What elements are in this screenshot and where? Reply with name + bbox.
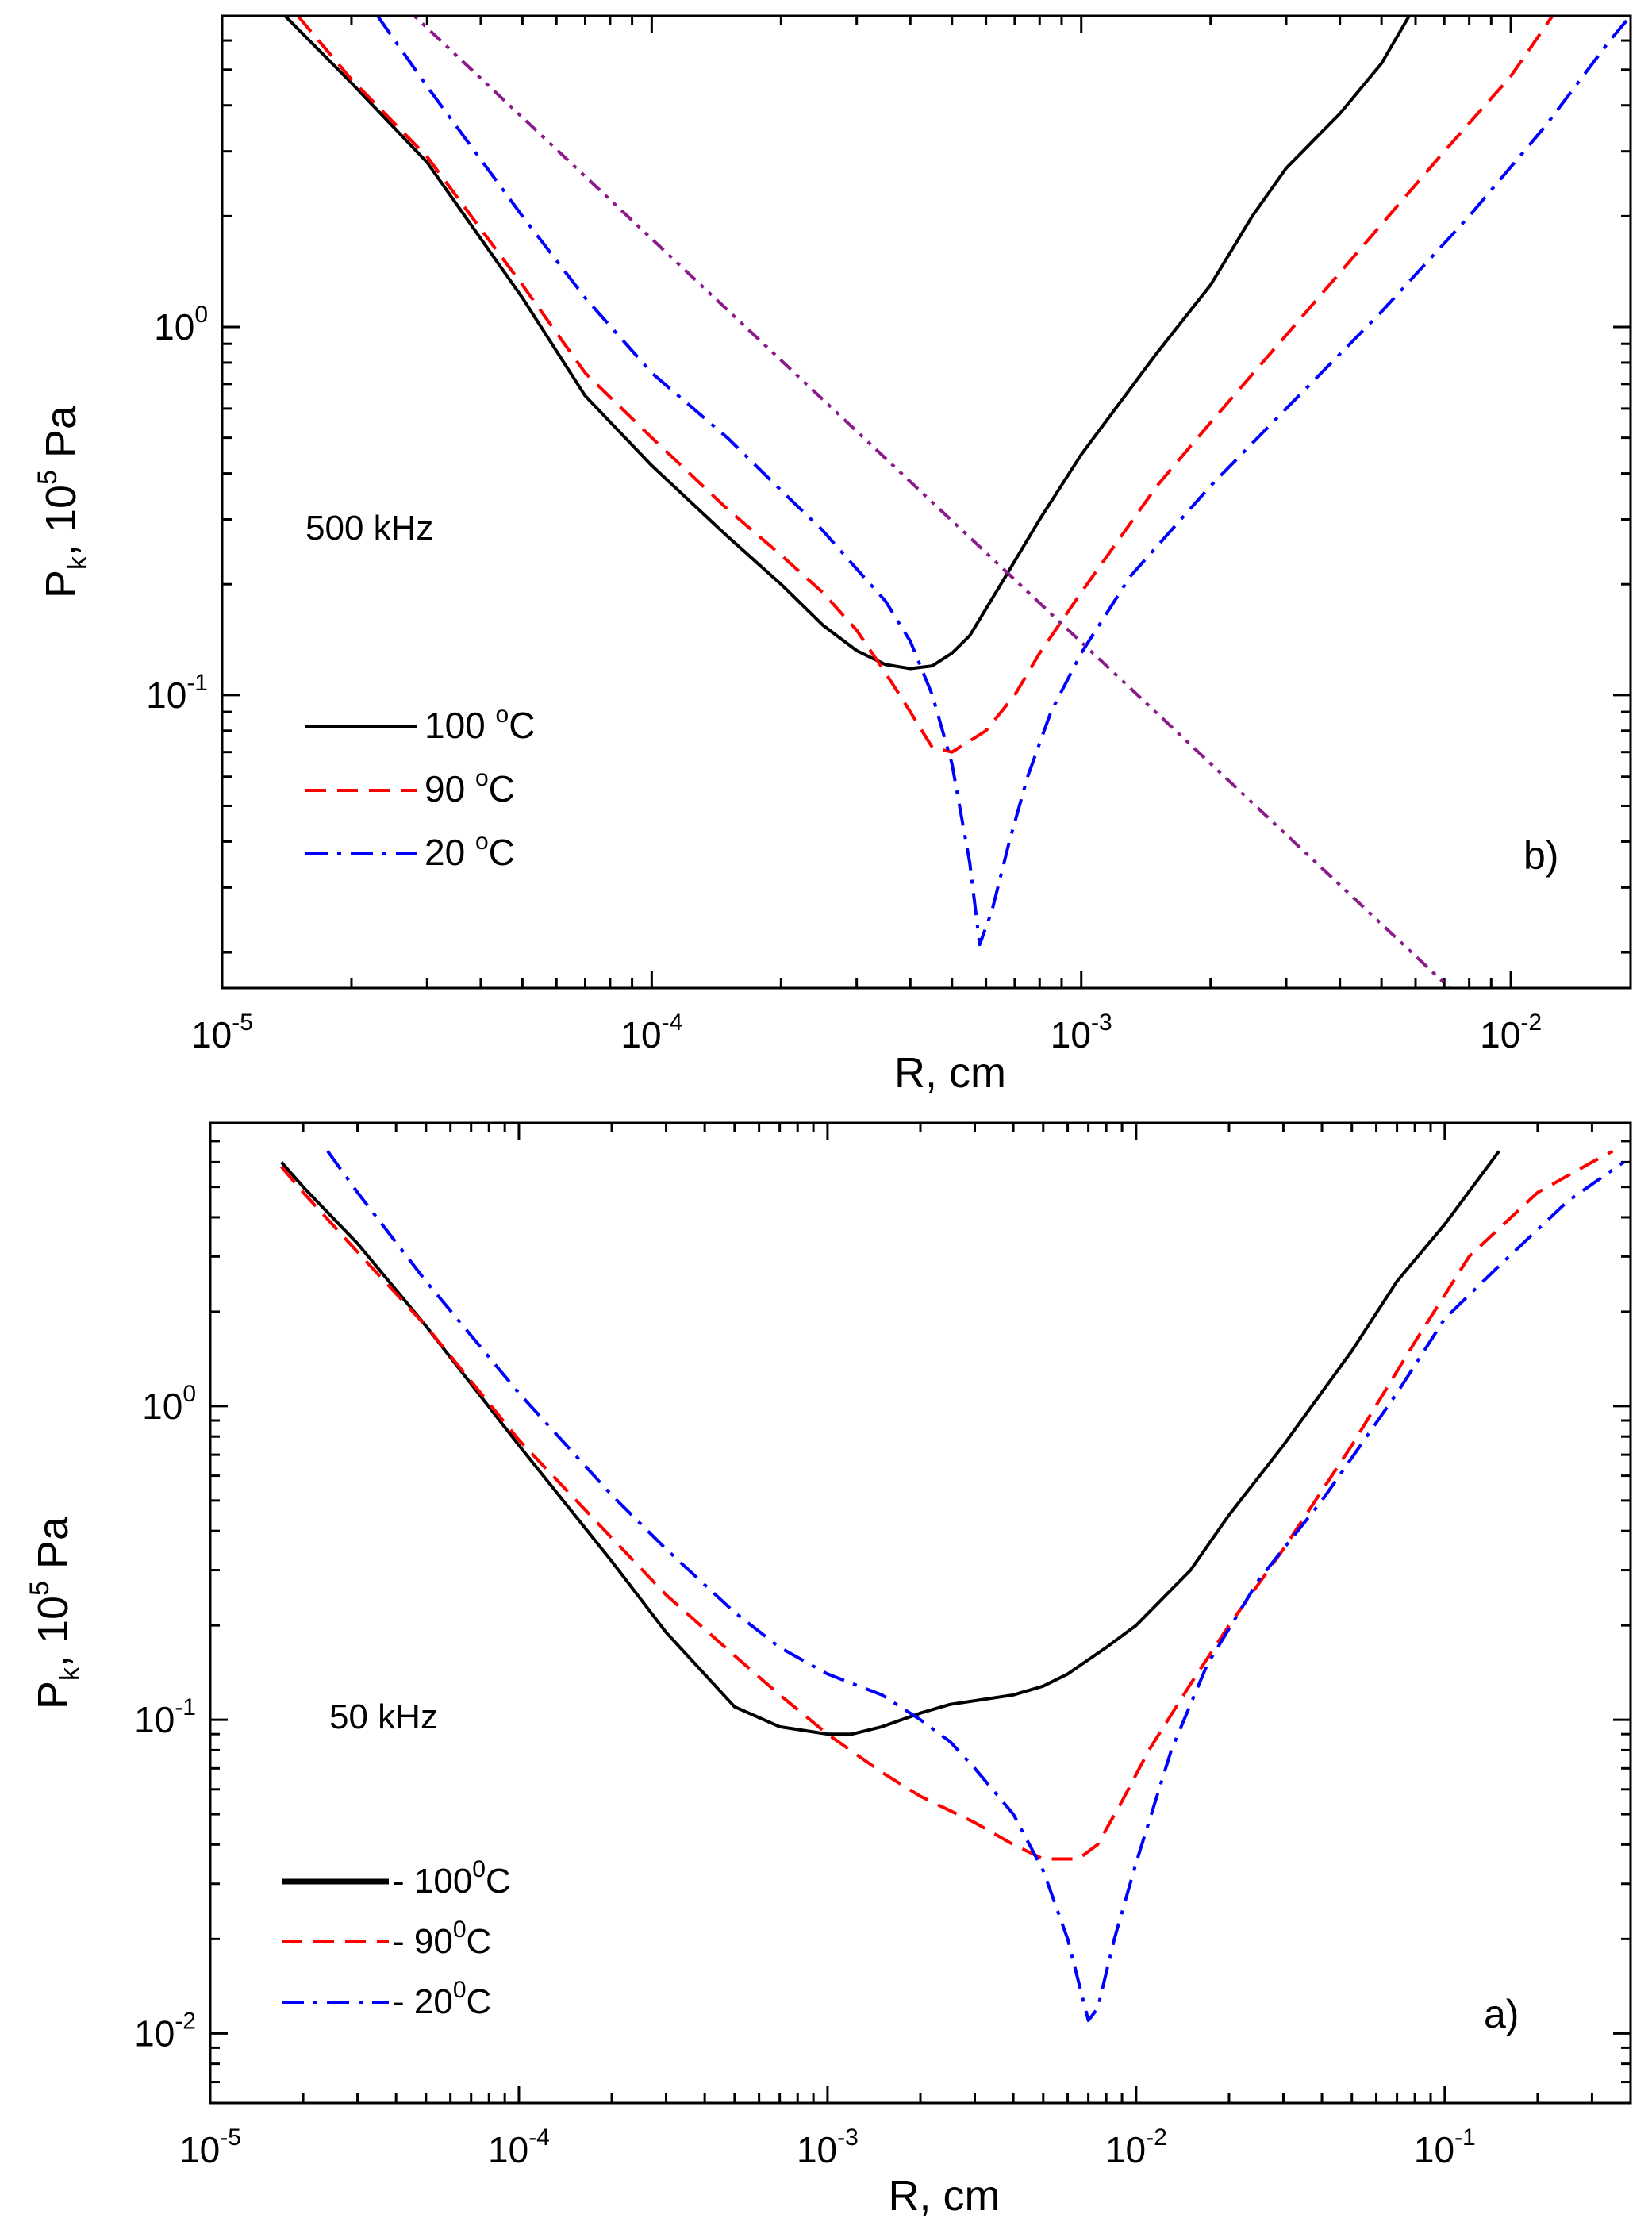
plot-frame (209, 1121, 1632, 2105)
legend-label-2: - 200C (393, 1977, 491, 2021)
legend-label-0: - 1000C (393, 1856, 511, 1901)
y-tick-label: 10-2 (134, 2008, 196, 2054)
legend: 100 oC 90 oC 20 oC (305, 702, 535, 873)
x-tick-label: 10-5 (179, 2124, 241, 2170)
x-tick-label: 10-2 (1105, 2124, 1167, 2170)
x-tick-label: 10-2 (1480, 1009, 1542, 1055)
y-axis-label: Pk, 105 Pa (25, 1516, 85, 1709)
series-line-0 (283, 16, 1411, 671)
frequency-annotation: 500 kHz (305, 509, 433, 548)
x-tick-label: 10-3 (797, 2124, 859, 2170)
y-tick-label: 100 (142, 1381, 196, 1427)
y-tick-label: 100 (154, 302, 208, 348)
series-line-2 (376, 16, 1631, 947)
x-tick-label: 10-4 (620, 1009, 682, 1055)
x-tick-label: 10-5 (191, 1009, 253, 1055)
x-axis-label: R, cm (894, 1049, 1006, 1097)
legend-label-2: 20 oC (425, 828, 515, 873)
series-line-3 (413, 16, 1451, 988)
legend-label-1: - 900C (393, 1916, 491, 1961)
chart-panel-b: 10-5 10-4 10-3 10-2 10-1 100 R, cm Pk, 105 Pa 50… (33, 14, 1632, 1097)
y-axis-label: Pk, 105 Pa (33, 405, 93, 598)
plot-frame (221, 14, 1632, 990)
frequency-annotation: 50 kHz (329, 1697, 438, 1736)
panel-label: a) (1484, 1992, 1519, 2036)
series-group (280, 1149, 1625, 2022)
legend: - 1000C - 900C - 200C (282, 1856, 511, 2021)
x-tick-label: 10-3 (1051, 1009, 1112, 1055)
chart-panel-a: 10-5 10-4 10-3 10-2 10-1 10-2 10-1 100 R, cm Pk, … (25, 1121, 1632, 2220)
series-line-1 (280, 1149, 1614, 1861)
y-tick-label: 10-1 (146, 670, 208, 716)
series-line-0 (280, 1150, 1500, 1736)
x-tick-label: 10-4 (488, 2124, 550, 2170)
tick-marks (209, 1121, 1632, 2105)
x-tick-label: 10-1 (1414, 2124, 1476, 2170)
series-group (283, 16, 1631, 988)
x-axis-label: R, cm (889, 2172, 1001, 2220)
panel-label: b) (1523, 833, 1558, 878)
legend-label-1: 90 oC (425, 765, 515, 809)
y-tick-label: 10-1 (134, 1694, 196, 1740)
legend-label-0: 100 oC (425, 702, 535, 746)
series-line-2 (326, 1150, 1625, 2022)
series-line-1 (296, 16, 1554, 754)
